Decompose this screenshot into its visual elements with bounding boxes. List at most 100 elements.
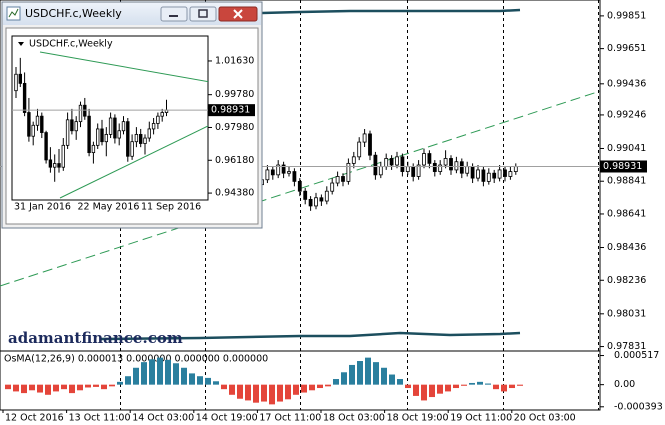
candle-body bbox=[91, 144, 96, 154]
restore-button[interactable] bbox=[189, 6, 217, 22]
candle-body bbox=[416, 164, 421, 177]
osma-bar bbox=[317, 384, 323, 389]
candle-body bbox=[389, 158, 394, 166]
osma-bar bbox=[173, 363, 179, 385]
candle-body bbox=[411, 166, 416, 177]
candle-body bbox=[138, 133, 143, 144]
candle-body bbox=[100, 128, 104, 143]
candle-body bbox=[335, 176, 340, 184]
x-tick-label: 17 Oct 11:00 bbox=[259, 413, 321, 424]
osma-bar bbox=[485, 383, 491, 385]
y-tick-label: 0.94380 bbox=[215, 188, 254, 199]
candle-body bbox=[341, 176, 345, 182]
osma-bar bbox=[181, 367, 187, 385]
osma-bar bbox=[101, 384, 107, 390]
osma-bar bbox=[197, 376, 203, 385]
x-tick-label: 12 Oct 2016 bbox=[5, 413, 64, 424]
candle-body bbox=[117, 130, 121, 139]
minimize-button[interactable] bbox=[160, 6, 188, 22]
y-tick-label: 0.99246 bbox=[607, 109, 646, 120]
candle-body bbox=[151, 123, 156, 130]
y-tick-label: 0.97980 bbox=[215, 122, 254, 133]
osma-bar bbox=[429, 384, 435, 398]
osma-bar bbox=[389, 374, 395, 385]
osma-bar bbox=[37, 384, 43, 393]
y-tick-label: -0.000393 bbox=[614, 401, 663, 412]
weekly-trend-upper bbox=[39, 51, 208, 83]
osma-bar bbox=[421, 384, 427, 401]
osma-bar bbox=[333, 379, 339, 385]
candle-body bbox=[35, 115, 40, 126]
y-tick-label: 0.98641 bbox=[607, 208, 646, 219]
osma-bar bbox=[341, 372, 347, 385]
osma-bar bbox=[93, 384, 99, 387]
osma-bar bbox=[21, 384, 27, 394]
osma-bar bbox=[117, 381, 123, 385]
osma-bar bbox=[357, 361, 363, 385]
candle-body bbox=[134, 133, 139, 143]
candle-body bbox=[265, 169, 270, 181]
osma-bar bbox=[397, 379, 403, 385]
candle-body bbox=[160, 112, 164, 117]
y-tick-label: 0.97831 bbox=[607, 341, 646, 352]
candle-body bbox=[454, 161, 459, 171]
candle-body bbox=[22, 82, 27, 113]
candle-body bbox=[270, 169, 275, 176]
candle-body bbox=[395, 156, 399, 166]
weekly-window[interactable]: USDCHF.c,Weekly USDCHF.c,Weekly 1.01630 0… bbox=[1, 1, 263, 229]
candle-body bbox=[53, 163, 57, 168]
candle-body bbox=[481, 169, 486, 182]
candle-body bbox=[104, 133, 108, 143]
candle-body bbox=[27, 112, 31, 137]
candle-body bbox=[432, 162, 437, 172]
candle-body bbox=[476, 169, 480, 179]
trend-line bbox=[0, 90, 600, 287]
osma-bar bbox=[477, 381, 483, 385]
candle-body bbox=[303, 190, 308, 200]
osma-bar bbox=[517, 384, 523, 386]
osma-bar bbox=[509, 384, 515, 389]
lower-band bbox=[99, 331, 521, 341]
candle-body bbox=[503, 169, 507, 177]
x-tick-label: 31 Jan 2016 bbox=[14, 202, 71, 213]
osma-bar bbox=[381, 367, 387, 385]
candle-body bbox=[78, 104, 83, 123]
x-tick-label: 13 Oct 11:00 bbox=[69, 413, 131, 424]
y-tick-label: 0.99780 bbox=[215, 89, 254, 100]
candle-body bbox=[346, 162, 351, 182]
candle-body bbox=[276, 164, 281, 176]
candle-body bbox=[74, 121, 78, 132]
y-tick-label: 0.96180 bbox=[215, 155, 254, 166]
osma-bar bbox=[365, 357, 371, 385]
osma-bar bbox=[133, 367, 139, 385]
x-tick-label: 19 Oct 11:00 bbox=[450, 413, 512, 424]
x-tick-label: 20 Oct 03:00 bbox=[514, 413, 576, 424]
y-tick-label: 0.98031 bbox=[607, 308, 646, 319]
osma-bar bbox=[373, 362, 379, 385]
x-tick-label: 14 Oct 19:00 bbox=[196, 413, 258, 424]
candle-body bbox=[405, 166, 410, 172]
osma-bar bbox=[437, 384, 443, 394]
weekly-chart-area bbox=[5, 27, 259, 225]
y-tick-label: 0.98841 bbox=[607, 176, 646, 187]
osma-bar bbox=[405, 384, 411, 389]
osma-bar bbox=[237, 384, 243, 399]
candle-body bbox=[486, 172, 491, 182]
indicator-label: OsMA(12,26,9) 0.000013 0.000000 0.000000… bbox=[4, 354, 268, 365]
candle-body bbox=[70, 119, 74, 132]
osma-bar bbox=[277, 384, 283, 402]
osma-bar bbox=[109, 384, 115, 387]
window-icon-glyph bbox=[8, 8, 19, 18]
osma-bar bbox=[501, 384, 507, 392]
y-tick-label: 0.99041 bbox=[607, 143, 646, 154]
candle-body bbox=[357, 141, 362, 158]
osma-bar bbox=[213, 381, 219, 385]
y-tick-label: 1.01630 bbox=[215, 55, 254, 66]
candle-body bbox=[373, 154, 378, 176]
candle-body bbox=[96, 128, 100, 146]
y-tick-label: 0.99851 bbox=[607, 10, 646, 21]
y-tick-label: 0.000517 bbox=[614, 350, 659, 361]
candle-body bbox=[449, 158, 453, 171]
osma-bar bbox=[261, 384, 267, 402]
